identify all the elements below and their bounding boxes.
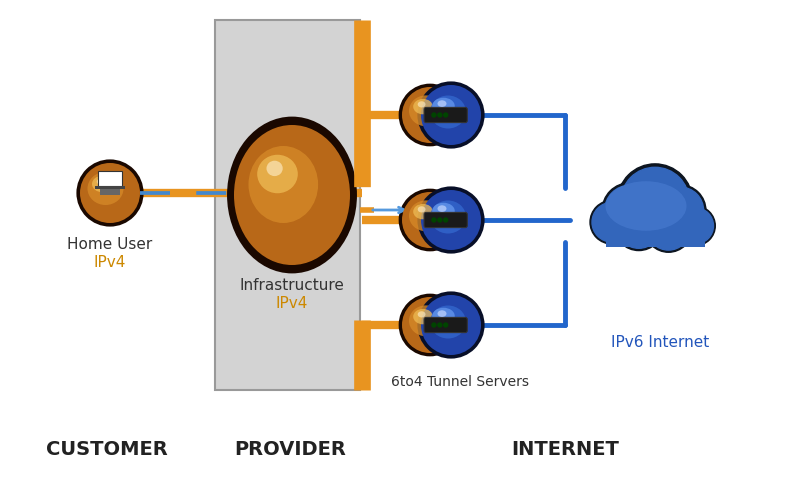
Ellipse shape <box>430 96 466 128</box>
Text: Infrastructure: Infrastructure <box>239 278 345 293</box>
Circle shape <box>432 113 436 117</box>
Circle shape <box>432 218 436 222</box>
Bar <box>101 189 120 195</box>
Ellipse shape <box>421 85 481 145</box>
Ellipse shape <box>402 192 458 248</box>
Ellipse shape <box>234 125 350 265</box>
Circle shape <box>444 113 448 117</box>
Text: CUSTOMER: CUSTOMER <box>46 440 168 459</box>
Circle shape <box>602 183 658 238</box>
Circle shape <box>605 185 655 236</box>
Ellipse shape <box>398 189 462 251</box>
Ellipse shape <box>418 82 485 149</box>
Circle shape <box>444 323 448 327</box>
Ellipse shape <box>418 186 485 254</box>
Ellipse shape <box>77 159 144 227</box>
Ellipse shape <box>80 163 140 223</box>
Ellipse shape <box>398 294 462 356</box>
Ellipse shape <box>430 306 466 339</box>
Ellipse shape <box>409 200 442 231</box>
Ellipse shape <box>432 98 454 114</box>
Ellipse shape <box>409 96 442 126</box>
Circle shape <box>438 218 442 222</box>
Ellipse shape <box>402 297 458 353</box>
Ellipse shape <box>413 204 433 219</box>
Ellipse shape <box>418 311 426 317</box>
Text: IPv4: IPv4 <box>276 296 308 311</box>
Ellipse shape <box>418 291 485 358</box>
Circle shape <box>654 185 706 236</box>
Text: IPv6 Internet: IPv6 Internet <box>611 335 709 350</box>
Circle shape <box>614 201 663 251</box>
Ellipse shape <box>430 200 466 233</box>
Bar <box>95 185 125 189</box>
Circle shape <box>438 113 442 117</box>
FancyBboxPatch shape <box>424 317 467 333</box>
Text: Home User: Home User <box>67 237 153 252</box>
Bar <box>606 219 705 246</box>
Bar <box>98 170 122 185</box>
Circle shape <box>444 218 448 222</box>
Circle shape <box>618 164 693 239</box>
Ellipse shape <box>266 161 282 176</box>
Text: IPv4: IPv4 <box>94 255 126 270</box>
Ellipse shape <box>398 84 462 146</box>
Text: INTERNET: INTERNET <box>511 440 619 459</box>
Bar <box>215 20 360 390</box>
Text: 6to4 Tunnel Servers: 6to4 Tunnel Servers <box>391 375 529 389</box>
Circle shape <box>590 200 634 244</box>
Ellipse shape <box>97 178 106 185</box>
FancyBboxPatch shape <box>424 107 467 123</box>
Circle shape <box>676 206 715 245</box>
Circle shape <box>645 205 692 252</box>
Circle shape <box>621 167 690 236</box>
Ellipse shape <box>438 310 446 317</box>
Ellipse shape <box>227 116 357 273</box>
Text: Anycast: Anycast <box>415 203 470 217</box>
Ellipse shape <box>418 101 426 107</box>
Ellipse shape <box>413 99 433 114</box>
Ellipse shape <box>438 100 446 107</box>
Ellipse shape <box>87 172 123 205</box>
Ellipse shape <box>92 176 113 192</box>
Circle shape <box>438 323 442 327</box>
Ellipse shape <box>421 190 481 250</box>
Circle shape <box>657 187 704 234</box>
Ellipse shape <box>438 205 446 212</box>
Circle shape <box>592 202 631 242</box>
Ellipse shape <box>413 309 433 324</box>
Text: PROVIDER: PROVIDER <box>234 440 346 459</box>
Ellipse shape <box>421 295 481 355</box>
Ellipse shape <box>418 206 426 213</box>
Circle shape <box>432 323 436 327</box>
Ellipse shape <box>249 146 318 223</box>
Ellipse shape <box>432 308 454 324</box>
Ellipse shape <box>432 203 454 219</box>
Ellipse shape <box>258 155 298 193</box>
FancyBboxPatch shape <box>424 213 467 227</box>
Ellipse shape <box>409 305 442 336</box>
Circle shape <box>678 208 714 244</box>
Circle shape <box>647 207 690 250</box>
Circle shape <box>616 203 662 248</box>
Ellipse shape <box>402 87 458 143</box>
Ellipse shape <box>606 181 686 231</box>
